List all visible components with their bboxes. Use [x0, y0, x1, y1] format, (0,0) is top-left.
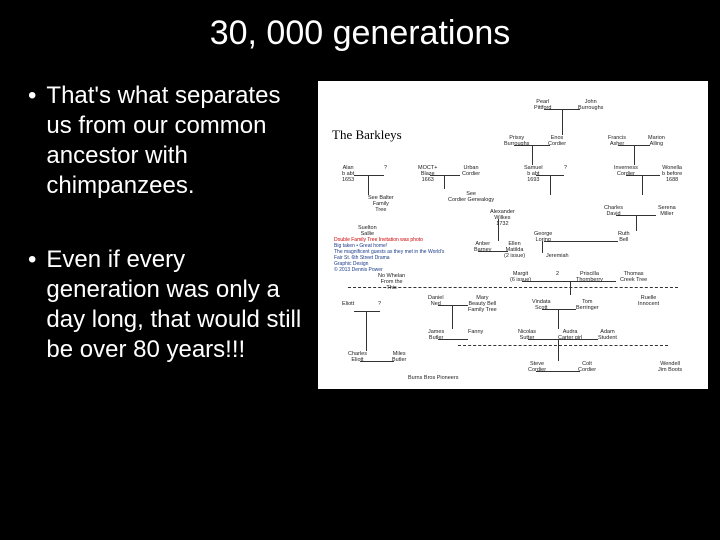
tree-node: AnberBarney	[474, 241, 491, 253]
content-area: • That's what separates us from our comm…	[0, 63, 720, 409]
tree-node: RuthBell	[618, 231, 630, 243]
tree-node: JohnBurroughs	[578, 99, 603, 111]
tree-node: Burns Bros Pioneers	[408, 375, 458, 381]
tree-node: NicolasSutter	[518, 329, 536, 341]
tree-node: See BalterFamilyTree	[368, 195, 394, 213]
tree-node: PearlPittford	[534, 99, 551, 111]
tree-connector-v	[532, 145, 533, 165]
tree-node: EllenMatilda(2 issue)	[504, 241, 525, 259]
tree-node: TomBerringer	[576, 299, 599, 311]
tree-node: WendellJim Boots	[658, 361, 682, 373]
tree-node: SerenaMiller	[658, 205, 676, 217]
tree-node: InvernessCordier	[614, 165, 638, 177]
tree-connector-h	[354, 175, 384, 176]
tree-node: Samuelb abt1693	[524, 165, 543, 183]
tree-node: AlexanderWilkes1732	[490, 209, 515, 227]
tree-node: Jeremiah	[546, 253, 569, 259]
tree-node: MilesButler	[392, 351, 406, 363]
diagram-column: The Barkleys PearlPittford JohnBurroughs P…	[310, 81, 710, 409]
tree-connector-v	[368, 175, 369, 195]
tree-connector-v	[444, 175, 445, 189]
tree-node: AudraCarter girl	[558, 329, 582, 341]
tree-node: No WhelanFrom theThis	[378, 273, 405, 291]
tree-node: GeorgeLoring	[534, 231, 552, 243]
bullet-marker: •	[28, 245, 46, 365]
slide-title: 30, 000 generations	[0, 0, 720, 63]
tree-node: JamesButler	[428, 329, 444, 341]
tree-node: ThomasCreek Tree	[620, 271, 647, 283]
tree-node: Wonellab before1688	[662, 165, 682, 183]
tree-node: Eliott	[342, 301, 354, 307]
tree-node: DanielNed	[428, 295, 444, 307]
tree-node: EnosCordier	[548, 135, 566, 147]
tree-node: MOCT+Blaze1663	[418, 165, 437, 183]
tree-connector-v	[642, 175, 643, 195]
tree-connector-v	[562, 109, 563, 135]
tree-connector-v	[366, 311, 367, 351]
bullet-item: • That's what separates us from our comm…	[28, 81, 302, 201]
tree-node: Alanb abt1653	[342, 165, 354, 183]
tree-node: PrissyBurroughs	[504, 135, 529, 147]
tree-node: SeeCordier Genealogy	[448, 191, 494, 203]
bullet-item: • Even if every generation was only a da…	[28, 245, 302, 365]
tree-node: RuelleInnocent	[638, 295, 659, 307]
tree-connector-h	[544, 241, 618, 242]
bullet-marker: •	[28, 81, 46, 201]
tree-connector-v	[558, 339, 559, 361]
tree-node: ?	[378, 301, 381, 307]
tree-node: 2	[556, 271, 559, 277]
tree-node: UrbanCordier	[462, 165, 480, 177]
tree-connector-v	[558, 309, 559, 329]
tree-connector-dash	[458, 345, 668, 346]
tree-node: SteveCordier	[528, 361, 546, 373]
tree-connector-v	[570, 281, 571, 295]
tree-node: Fanny	[468, 329, 483, 335]
tree-node: VindataScott	[532, 299, 551, 311]
tree-connector-h	[354, 311, 380, 312]
tree-connector-v	[452, 305, 453, 329]
tree-node: MaryBeauty BellFamily Tree	[468, 295, 497, 313]
tree-node: Margit(6 issue)	[510, 271, 531, 283]
tree-node: ?	[564, 165, 567, 171]
tree-node: FrancisAsher	[608, 135, 626, 147]
bullets-column: • That's what separates us from our comm…	[10, 81, 310, 409]
tree-title: The Barkleys	[332, 127, 402, 143]
tree-node: CharlesDavid	[604, 205, 623, 217]
tree-footnote: Double Family Tree Invitation was photoB…	[334, 237, 444, 273]
tree-connector-v	[550, 175, 551, 195]
family-tree-diagram: The Barkleys PearlPittford JohnBurroughs P…	[318, 81, 708, 389]
bullet-text: That's what separates us from our common…	[46, 81, 302, 201]
tree-node: CharlesEliott	[348, 351, 367, 363]
tree-node: ?	[384, 165, 387, 171]
tree-node: SueltonSallie	[358, 225, 377, 237]
tree-node: PriscillaThornberry	[576, 271, 603, 283]
tree-connector-v	[636, 215, 637, 231]
bullet-text: Even if every generation was only a day …	[46, 245, 302, 365]
tree-node: MarionAlling	[648, 135, 665, 147]
tree-connector-v	[634, 145, 635, 165]
tree-node: ColtCordier	[578, 361, 596, 373]
tree-node: AdamStudent	[598, 329, 617, 341]
